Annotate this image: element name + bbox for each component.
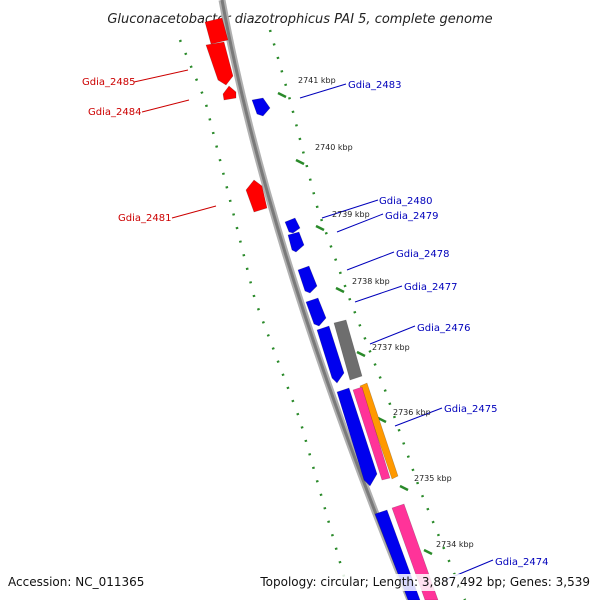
kbp-label: 2737 kbp (372, 343, 410, 352)
feature-gdia-2476[interactable] (316, 325, 345, 384)
kbp-label: 2739 kbp (332, 210, 370, 219)
tick-ring-outer (178, 39, 347, 581)
feature-gdia-2475[interactable] (336, 387, 378, 487)
gene-label[interactable]: Gdia_2477 (404, 282, 457, 293)
leader-line (336, 213, 384, 233)
feature-track (204, 17, 439, 600)
leader-line (299, 83, 347, 99)
leader-line (369, 325, 416, 345)
major-tick (335, 286, 345, 294)
gene-label[interactable]: Gdia_2485 (82, 77, 135, 88)
gene-label[interactable]: Gdia_2478 (396, 249, 449, 260)
major-tick (277, 91, 287, 99)
map-title: Gluconacetobacter diazotrophicus PAI 5, … (107, 12, 492, 27)
feature-gdia-2476-region[interactable] (333, 319, 363, 381)
leader-line (394, 407, 443, 427)
kbp-label: 2741 kbp (298, 76, 336, 85)
feature-gdia-2485[interactable] (204, 17, 229, 45)
leader-line (133, 69, 189, 83)
feature-pink-region[interactable] (352, 386, 391, 481)
leader-line (354, 285, 403, 303)
gene-label[interactable]: Gdia_2480 (379, 196, 432, 207)
gene-label[interactable]: Gdia_2479 (385, 211, 438, 222)
feature-gdia-2484[interactable] (222, 85, 237, 101)
gene-label[interactable]: Gdia_2476 (417, 323, 470, 334)
genome-summary: Topology: circular; Length: 3,887,492 bp… (259, 575, 590, 589)
feature-gdia-2478[interactable] (297, 265, 318, 294)
kbp-label: 2740 kbp (315, 143, 353, 152)
gene-label[interactable]: Gdia_2474 (495, 557, 548, 568)
gene-callouts (133, 69, 494, 581)
feature-gdia-2480[interactable] (284, 217, 301, 234)
leader-line (171, 205, 217, 219)
backbone-core (220, 0, 412, 600)
feature-gdia-2481[interactable] (245, 179, 268, 213)
major-tick (423, 548, 433, 556)
major-tick (377, 416, 387, 424)
major-tick (356, 350, 366, 358)
tick-ring-inner (268, 29, 467, 600)
genome-backbone (218, 0, 414, 600)
gene-label[interactable]: Gdia_2475 (444, 404, 497, 415)
feature-orange-region[interactable] (359, 382, 399, 480)
gene-label[interactable]: Gdia_2484 (88, 107, 141, 118)
leader-line (141, 99, 190, 113)
major-tick (295, 158, 305, 166)
kbp-label: 2738 kbp (352, 277, 390, 286)
feature-gdia-2479[interactable] (287, 231, 305, 253)
feature-gdia-2477[interactable] (305, 297, 327, 327)
leader-line (321, 199, 379, 219)
accession-text: Accession: NC_011365 (8, 575, 144, 589)
feature-gdia-2483[interactable] (251, 97, 271, 117)
gene-label[interactable]: Gdia_2481 (118, 213, 171, 224)
kbp-label: 2735 kbp (414, 474, 452, 483)
feature-gdia-2485[interactable] (205, 41, 234, 86)
tick-ring (178, 29, 467, 600)
footer-backdrop (255, 574, 595, 591)
kbp-label: 2736 kbp (393, 408, 431, 417)
kbp-label: 2734 kbp (436, 540, 474, 549)
major-tick (399, 484, 409, 492)
major-tick (315, 224, 325, 232)
gene-label[interactable]: Gdia_2483 (348, 80, 401, 91)
leader-line (346, 251, 395, 271)
